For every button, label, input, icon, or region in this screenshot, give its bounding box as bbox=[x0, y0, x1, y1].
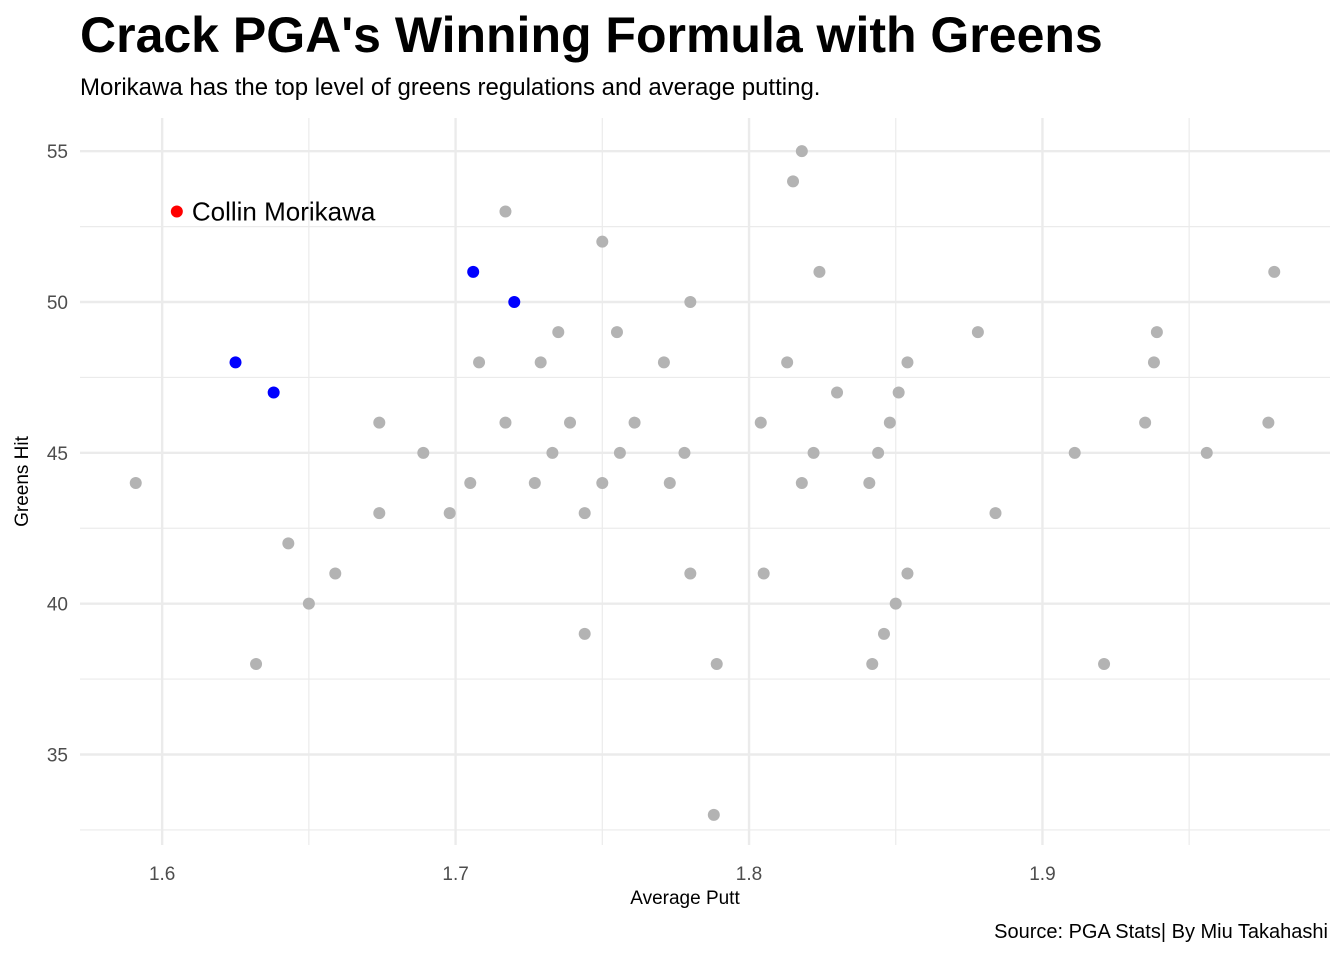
player-point bbox=[1262, 416, 1275, 429]
player-point bbox=[866, 658, 879, 671]
player-point bbox=[302, 597, 315, 610]
y-axis-label: Greens Hit bbox=[12, 435, 33, 527]
player-point bbox=[552, 326, 565, 339]
player-point bbox=[1139, 416, 1152, 429]
player-point bbox=[499, 416, 512, 429]
chart-subtitle: Morikawa has the top level of greens reg… bbox=[80, 74, 821, 101]
player-point bbox=[578, 627, 591, 640]
y-tick-label: 35 bbox=[47, 746, 68, 767]
y-tick-label: 45 bbox=[47, 444, 68, 465]
player-point bbox=[795, 477, 808, 490]
top-player-point bbox=[267, 386, 280, 399]
grid-lines bbox=[80, 118, 1330, 845]
player-point bbox=[528, 477, 541, 490]
top-player-point bbox=[467, 265, 480, 278]
source-caption: Source: PGA Stats| By Miu Takahashi bbox=[994, 921, 1328, 943]
player-point bbox=[787, 175, 800, 188]
player-point bbox=[657, 356, 670, 369]
player-point bbox=[534, 356, 547, 369]
player-point bbox=[971, 326, 984, 339]
player-point bbox=[757, 567, 770, 580]
player-point bbox=[596, 235, 609, 248]
player-point bbox=[578, 507, 591, 520]
player-point bbox=[807, 446, 820, 459]
player-point bbox=[1147, 356, 1160, 369]
player-point bbox=[889, 597, 902, 610]
tick-labels: 1.6 1.7 1.8 1.9 35 40 45 50 55 bbox=[47, 142, 1056, 885]
player-point bbox=[901, 356, 914, 369]
y-tick-label: 55 bbox=[47, 142, 68, 163]
player-point bbox=[596, 477, 609, 490]
top-player-point bbox=[229, 356, 242, 369]
x-tick-label: 1.8 bbox=[736, 864, 762, 885]
player-point bbox=[707, 808, 720, 821]
player-point bbox=[781, 356, 794, 369]
player-point bbox=[795, 145, 808, 158]
player-point bbox=[989, 507, 1002, 520]
player-point bbox=[417, 446, 430, 459]
player-point bbox=[1150, 326, 1163, 339]
annotation-label: Collin Morikawa bbox=[192, 197, 376, 227]
player-point bbox=[863, 477, 876, 490]
x-tick-label: 1.7 bbox=[442, 864, 468, 885]
player-point bbox=[1068, 446, 1081, 459]
x-tick-label: 1.9 bbox=[1029, 864, 1055, 885]
player-point bbox=[464, 477, 477, 490]
player-point bbox=[684, 296, 697, 309]
player-point bbox=[499, 205, 512, 218]
player-point bbox=[754, 416, 767, 429]
player-point bbox=[1200, 446, 1213, 459]
player-point bbox=[129, 477, 142, 490]
player-point bbox=[1098, 658, 1111, 671]
player-point bbox=[443, 507, 456, 520]
player-point bbox=[628, 416, 641, 429]
player-point bbox=[473, 356, 486, 369]
player-point bbox=[282, 537, 295, 550]
highlight-point bbox=[170, 205, 183, 218]
x-tick-label: 1.6 bbox=[149, 864, 175, 885]
top-player-point bbox=[508, 296, 521, 309]
player-point bbox=[831, 386, 844, 399]
chart-title: Crack PGA's Winning Formula with Greens bbox=[80, 7, 1103, 63]
player-point bbox=[1268, 265, 1281, 278]
player-point bbox=[710, 658, 723, 671]
player-point bbox=[250, 658, 263, 671]
player-point bbox=[663, 477, 676, 490]
player-point bbox=[901, 567, 914, 580]
player-point bbox=[373, 507, 386, 520]
player-point bbox=[329, 567, 342, 580]
player-point bbox=[678, 446, 691, 459]
y-tick-label: 50 bbox=[47, 293, 68, 314]
player-point bbox=[564, 416, 577, 429]
x-axis-label: Average Putt bbox=[630, 888, 740, 909]
player-point bbox=[892, 386, 905, 399]
y-tick-label: 40 bbox=[47, 595, 68, 616]
player-point bbox=[883, 416, 896, 429]
player-point bbox=[872, 446, 885, 459]
player-point bbox=[877, 627, 890, 640]
player-point bbox=[684, 567, 697, 580]
data-points bbox=[129, 145, 1281, 821]
player-point bbox=[613, 446, 626, 459]
player-point bbox=[813, 265, 826, 278]
player-point bbox=[610, 326, 623, 339]
player-point bbox=[373, 416, 386, 429]
player-point bbox=[546, 446, 559, 459]
